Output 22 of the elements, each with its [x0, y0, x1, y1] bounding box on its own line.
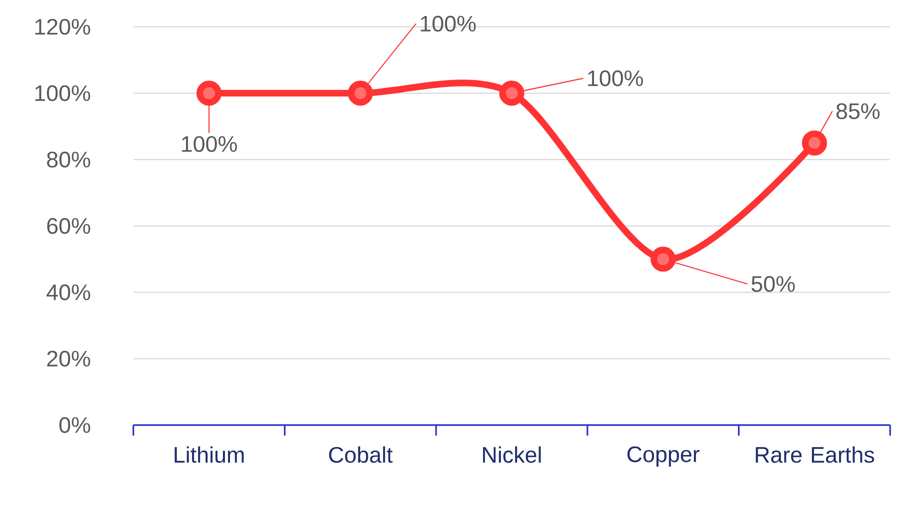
y-tick-label: 60% — [47, 218, 90, 234]
point — [348, 80, 373, 106]
y-tick-label: 40% — [46, 284, 90, 300]
data-label: 100% — [420, 16, 476, 32]
x-tick-label: Nickel — [483, 446, 541, 463]
data-label: 100% — [588, 70, 643, 86]
y-tick-label: 20% — [47, 350, 90, 366]
x-tick-label: Rare Earths — [756, 446, 874, 463]
data-label: 100% — [182, 136, 237, 152]
point — [499, 80, 524, 106]
point — [196, 80, 222, 106]
data-label: 50% — [752, 276, 795, 292]
y-tick-label: 0% — [59, 416, 90, 433]
x-tick-label: Lithium — [174, 446, 244, 463]
y-tick-label: 120% — [35, 18, 90, 35]
point — [650, 246, 676, 272]
data-label: 85% — [836, 103, 880, 119]
y-tick-label: 80% — [47, 151, 90, 168]
x-tick-label: Cobalt — [329, 446, 393, 463]
point — [802, 130, 827, 156]
y-tick-label: 100% — [35, 85, 90, 101]
x-tick-label: Copper — [627, 446, 700, 466]
